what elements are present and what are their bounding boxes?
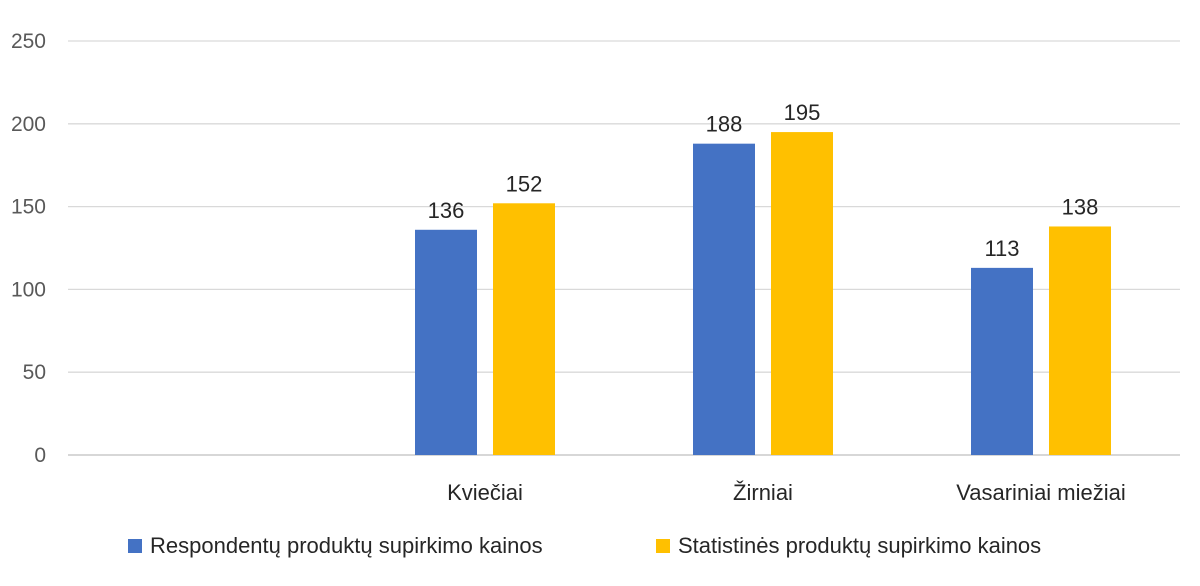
legend-item-series-1: Respondentų produktų supirkimo kainos bbox=[128, 530, 543, 562]
y-tick-label: 150 bbox=[11, 196, 46, 219]
bar bbox=[771, 132, 833, 455]
y-tick-label: 100 bbox=[11, 278, 46, 301]
x-tick-label: Žirniai bbox=[733, 480, 793, 505]
legend: Respondentų produktų supirkimo kainos St… bbox=[0, 530, 1200, 562]
data-label: 152 bbox=[506, 171, 543, 196]
x-tick-label: Vasariniai miežiai bbox=[956, 480, 1126, 505]
bar bbox=[415, 229, 477, 455]
x-tick-label: Kviečiai bbox=[447, 480, 523, 505]
bar bbox=[693, 143, 755, 455]
bar bbox=[1049, 226, 1111, 455]
data-label: 113 bbox=[984, 236, 1019, 261]
bars bbox=[415, 132, 1111, 455]
legend-label-series-2: Statistinės produktų supirkimo kainos bbox=[678, 533, 1042, 558]
legend-swatch-series-2 bbox=[656, 539, 670, 553]
bar bbox=[971, 267, 1033, 455]
data-label: 136 bbox=[428, 198, 465, 223]
data-label: 138 bbox=[1062, 194, 1099, 219]
legend-swatch-series-1 bbox=[128, 539, 142, 553]
y-tick-label: 0 bbox=[34, 444, 46, 467]
y-tick-label: 200 bbox=[11, 113, 46, 136]
y-tick-label: 50 bbox=[23, 361, 46, 384]
legend-label-series-1: Respondentų produktų supirkimo kainos bbox=[150, 533, 543, 558]
y-tick-label: 250 bbox=[11, 30, 46, 53]
data-label: 188 bbox=[706, 112, 743, 137]
bar bbox=[493, 203, 555, 455]
y-axis: 0 50 100 150 200 250 bbox=[11, 30, 46, 467]
data-labels: 136 152 188 195 113 138 bbox=[428, 100, 1099, 261]
data-label: 195 bbox=[784, 100, 821, 125]
legend-item-series-2: Statistinės produktų supirkimo kainos bbox=[656, 530, 1041, 562]
x-axis: Kviečiai Žirniai Vasariniai miežiai bbox=[447, 480, 1126, 505]
